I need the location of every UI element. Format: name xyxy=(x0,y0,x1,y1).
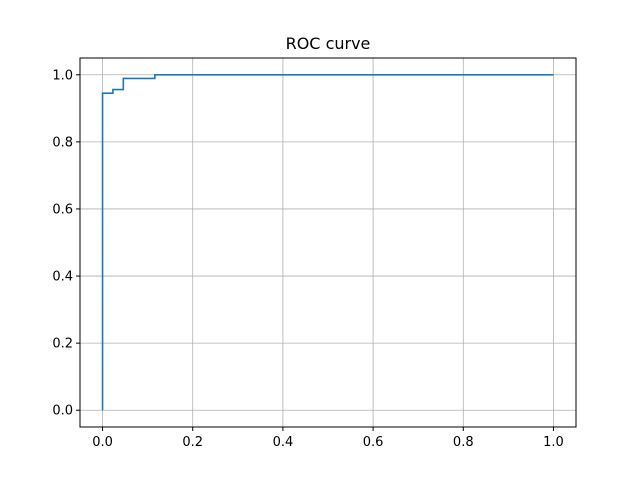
y-tick-label: 1.0 xyxy=(52,68,73,83)
x-tick-label: 0.6 xyxy=(363,435,384,450)
x-tick-label: 0.0 xyxy=(92,435,113,450)
y-tick-label: 0.2 xyxy=(52,337,73,352)
x-tick-label: 0.4 xyxy=(273,435,294,450)
x-tick-label: 0.2 xyxy=(182,435,203,450)
roc-curve-line xyxy=(101,73,554,411)
plot-frame xyxy=(79,57,577,428)
series-layer xyxy=(101,73,554,411)
y-tick-label: 0.8 xyxy=(52,135,73,150)
x-tick-label: 1.0 xyxy=(543,435,564,450)
chart-title: ROC curve xyxy=(286,34,371,53)
x-axis: 0.0 0.2 0.4 0.6 0.8 1.0 xyxy=(92,427,564,450)
y-tick-label: 0.0 xyxy=(52,404,73,419)
y-tick-label: 0.6 xyxy=(52,202,73,217)
x-tick-label: 0.8 xyxy=(453,435,474,450)
y-axis: 0.0 0.2 0.4 0.6 0.8 1.0 xyxy=(52,68,80,419)
y-tick-label: 0.4 xyxy=(52,270,73,285)
